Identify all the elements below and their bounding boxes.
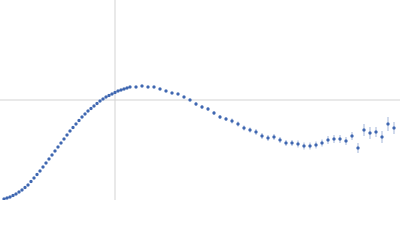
data-point <box>113 90 117 95</box>
data-point <box>182 95 186 99</box>
data-point <box>212 111 216 115</box>
data-point <box>224 117 228 121</box>
data-point <box>119 88 123 92</box>
data-point <box>32 176 36 180</box>
data-point <box>146 85 150 89</box>
data-point <box>83 112 87 116</box>
data-point <box>26 183 30 187</box>
data-point <box>140 84 144 88</box>
data-point <box>68 129 72 133</box>
data-point <box>362 128 366 132</box>
page: {"chart_data": {"type": "scatter", "colo… <box>0 0 400 200</box>
data-point <box>164 89 168 93</box>
data-point <box>14 192 18 196</box>
data-point <box>56 145 60 149</box>
data-point <box>236 122 240 126</box>
data-point <box>89 106 93 111</box>
data-point <box>98 99 102 103</box>
data-point <box>230 119 234 123</box>
data-point <box>2 197 6 200</box>
data-point <box>110 92 114 96</box>
data-point <box>302 144 306 148</box>
data-point <box>284 141 288 145</box>
data-point <box>101 97 105 101</box>
data-point <box>242 126 246 130</box>
data-point <box>290 141 294 145</box>
data-point <box>350 134 354 138</box>
data-point <box>29 179 33 184</box>
data-point <box>200 105 204 109</box>
data-point <box>11 193 15 198</box>
data-point <box>170 91 174 95</box>
data-point <box>128 85 132 89</box>
data-point <box>176 92 180 96</box>
data-point <box>272 135 276 139</box>
data-point <box>392 126 396 130</box>
data-point <box>71 125 75 130</box>
data-point <box>38 169 42 173</box>
data-point <box>5 196 9 200</box>
data-point <box>368 131 372 135</box>
data-point <box>308 144 312 148</box>
data-point <box>125 86 129 90</box>
data-point <box>47 157 51 161</box>
data-point <box>338 137 342 141</box>
data-point <box>17 190 21 194</box>
data-point <box>332 137 336 141</box>
data-point <box>107 93 111 98</box>
data-point <box>326 138 330 142</box>
data-point <box>296 142 300 146</box>
data-point <box>8 195 12 199</box>
data-point <box>104 95 108 99</box>
data-point <box>260 134 264 138</box>
data-point <box>254 130 258 134</box>
data-point <box>53 149 57 153</box>
data-point <box>62 137 66 141</box>
data-point <box>344 139 348 143</box>
data-point <box>188 98 192 102</box>
data-point <box>86 109 90 113</box>
data-point <box>158 87 162 91</box>
data-point <box>356 146 360 150</box>
data-point <box>218 115 222 119</box>
data-point <box>59 141 63 145</box>
data-point <box>122 87 126 91</box>
data-point <box>116 89 120 93</box>
data-point <box>80 115 84 119</box>
data-point <box>134 85 138 89</box>
data-point <box>23 185 27 190</box>
data-point <box>77 118 81 123</box>
data-point <box>65 133 69 137</box>
data-point <box>194 102 198 106</box>
data-point <box>95 101 99 106</box>
data-point <box>92 104 96 108</box>
chart <box>0 0 400 200</box>
data-point <box>74 122 78 126</box>
data-point <box>380 135 384 139</box>
data-point <box>266 136 270 140</box>
data-point <box>50 153 54 157</box>
data-point <box>44 161 48 165</box>
data-point <box>386 122 390 126</box>
data-point <box>278 138 282 142</box>
data-point <box>206 107 210 111</box>
data-point <box>320 141 324 145</box>
data-point <box>248 128 252 132</box>
data-point <box>152 85 156 89</box>
data-point <box>314 143 318 147</box>
data-point <box>20 188 24 192</box>
data-point <box>41 165 45 169</box>
data-point <box>35 172 39 177</box>
data-point <box>374 130 378 134</box>
